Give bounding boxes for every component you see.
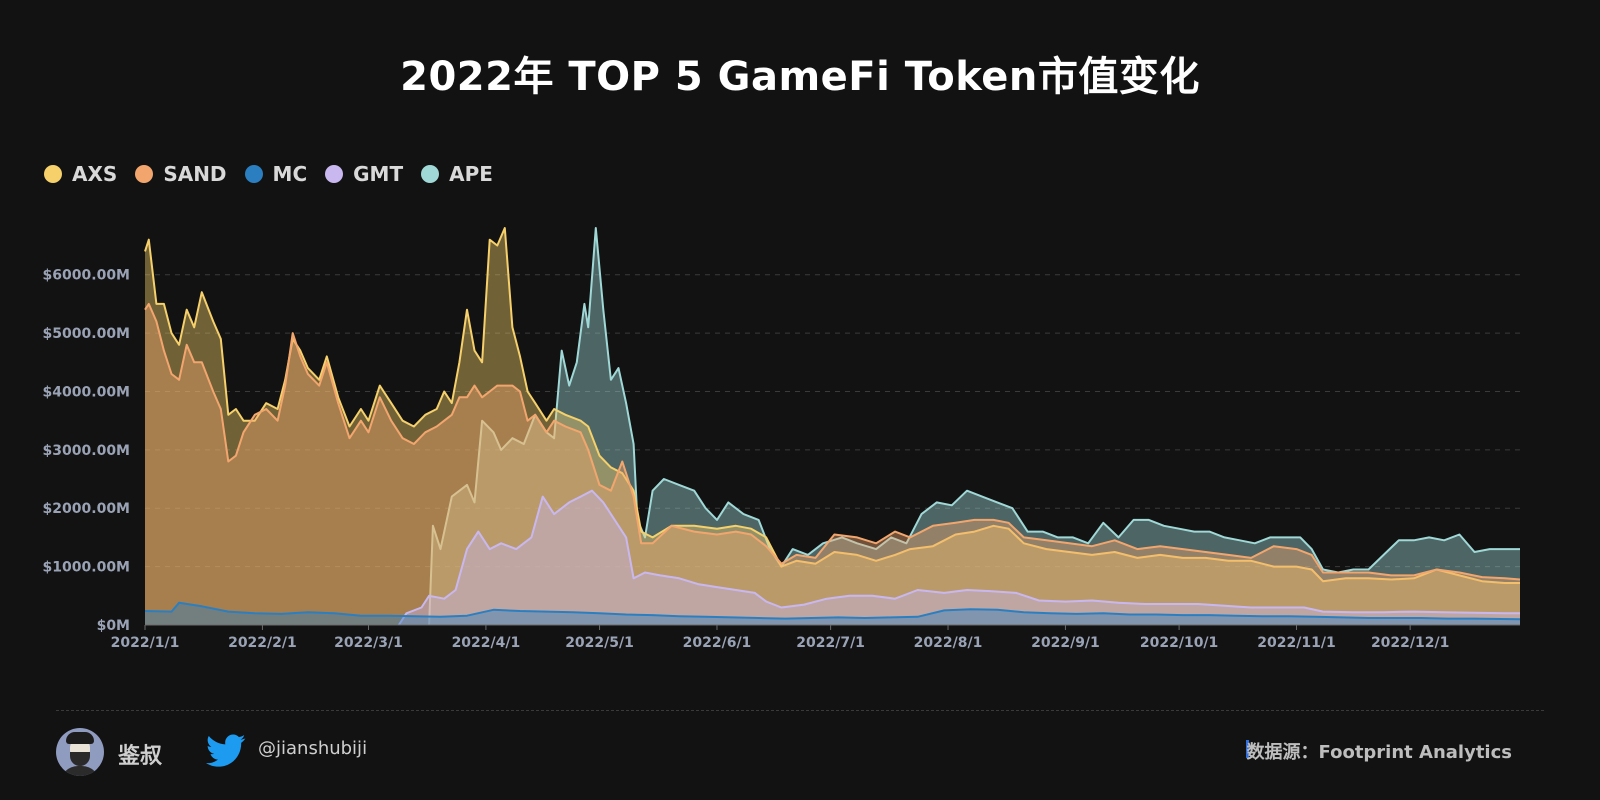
chart-title: 2022年 TOP 5 GameFi Token市值变化 [400,54,1200,100]
legend-item-sand[interactable]: SAND [135,162,227,186]
line-gmt [397,489,1520,626]
legend-label: GMT [353,162,404,186]
x-tick-label: 2022/6/1 [683,635,752,651]
y-tick-label: $3000.00M [43,443,130,459]
area-ape [429,228,1521,625]
y-tick-label: $4000.00M [43,384,130,400]
x-tick-label: 2022/11/1 [1257,635,1335,651]
area-mc [145,602,1520,625]
y-tick-label: $1000.00M [43,560,130,576]
y-tick-label: $0M [97,618,130,634]
author-avatar [56,728,104,776]
legend-item-axs[interactable]: AXS [44,162,117,186]
x-tick-label: 2022/3/1 [334,635,403,651]
data-source: 数据源：Footprint Analytics [1246,742,1512,763]
line-mc [144,601,1521,621]
twitter-icon [206,734,246,767]
area-sand [145,303,1520,625]
area-axs [145,228,1520,625]
y-tick-label: $5000.00M [43,326,130,342]
legend-label: APE [449,162,493,186]
line-axs [144,227,1520,584]
line-ape [428,227,1520,626]
legend-swatch [44,165,62,183]
author-name: 鉴叔 [118,744,163,769]
y-tick-label: $6000.00M [43,268,130,284]
x-tick-label: 2022/4/1 [452,635,521,651]
x-tick-label: 2022/8/1 [914,635,983,651]
source-marker [1246,740,1249,758]
x-tick-label: 2022/12/1 [1371,635,1449,651]
legend-item-gmt[interactable]: GMT [325,162,403,186]
y-tick-label: $2000.00M [43,501,130,517]
legend-item-ape[interactable]: APE [421,162,493,186]
legend-swatch [244,165,263,183]
twitter-handle: @jianshubiji [258,738,368,759]
legend-swatch [421,165,440,183]
footer-divider [56,710,1544,711]
legend-item-mc[interactable]: MC [244,162,308,186]
area-gmt [398,490,1520,625]
x-tick-label: 2022/7/1 [796,635,865,651]
legend-swatch [325,165,344,183]
legend-label: MC [272,162,308,186]
x-tick-label: 2022/9/1 [1031,635,1100,651]
legend-swatch [135,165,154,183]
legend-label: SAND [163,162,227,186]
x-tick-label: 2022/1/1 [111,635,180,651]
x-tick-label: 2022/2/1 [228,635,297,651]
line-sand [144,302,1521,581]
x-tick-label: 2022/10/1 [1140,635,1218,651]
x-tick-label: 2022/5/1 [565,635,634,651]
chart-legend: AXS SAND MC GMT APE [44,162,493,186]
legend-label: AXS [72,162,118,186]
